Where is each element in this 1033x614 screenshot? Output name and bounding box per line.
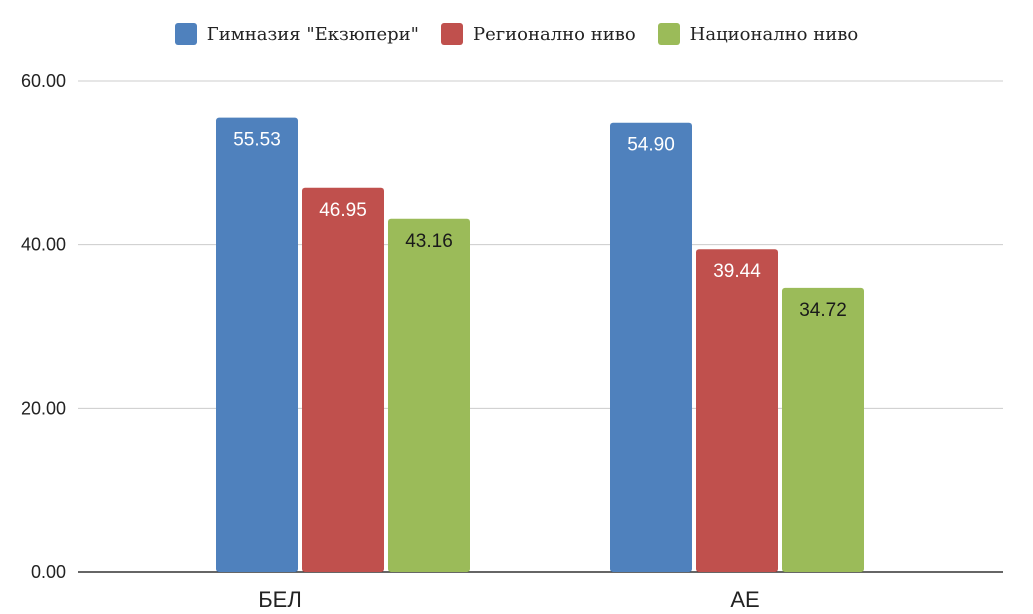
bars xyxy=(216,117,864,573)
legend-label-school: Гимназия "Екзюпери" xyxy=(206,23,419,45)
y-tick-label: 40.00 xyxy=(21,235,66,255)
y-tick-label: 60.00 xyxy=(21,71,66,91)
bar-2-1 xyxy=(302,187,384,573)
legend-item-national: Национално ниво xyxy=(657,23,859,45)
bar-value-label: 55.53 xyxy=(233,130,281,151)
legend-label-regional: Регионално ниво xyxy=(472,23,636,45)
x-tick-label: АЕ xyxy=(730,587,759,612)
x-tick-label: БЕЛ xyxy=(258,587,302,612)
y-axis-ticks: 0.00 20.00 40.00 60.00 xyxy=(21,71,66,582)
bar-1-2 xyxy=(610,122,692,573)
bar-1-1 xyxy=(216,117,298,572)
bar-value-label: 39.44 xyxy=(713,261,761,282)
bar-value-label: 43.16 xyxy=(405,231,453,252)
legend-label-national: Национално ниво xyxy=(689,23,859,45)
y-tick-label: 20.00 xyxy=(21,398,66,418)
chart-legend: Гимназия "Екзюпери" Регионално ниво Наци… xyxy=(0,18,1033,50)
legend-item-regional: Регионално ниво xyxy=(440,23,636,45)
bar-2-2 xyxy=(696,249,778,572)
legend-swatch-school xyxy=(174,23,197,45)
value-labels: 55.53 46.95 43.16 54.90 39.44 34.72 xyxy=(233,130,847,321)
legend-swatch-regional xyxy=(440,23,463,45)
y-tick-label: 0.00 xyxy=(31,562,66,582)
bar-value-label: 34.72 xyxy=(799,300,847,321)
bar-value-label: 54.90 xyxy=(627,135,675,156)
bar-value-label: 46.95 xyxy=(319,200,367,221)
legend-item-school: Гимназия "Екзюпери" xyxy=(174,23,419,45)
legend-swatch-national xyxy=(657,23,680,45)
bar-3-1 xyxy=(388,218,470,573)
x-axis-ticks: БЕЛ АЕ xyxy=(258,587,759,612)
bar-3-2 xyxy=(782,287,864,572)
